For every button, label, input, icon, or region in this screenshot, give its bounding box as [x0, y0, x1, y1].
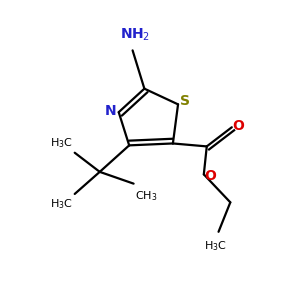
Text: CH$_3$: CH$_3$ — [135, 190, 158, 203]
Text: N: N — [105, 104, 117, 118]
Text: O: O — [204, 169, 216, 183]
Text: NH$_2$: NH$_2$ — [120, 27, 151, 43]
Text: H$_3$C: H$_3$C — [50, 197, 73, 211]
Text: O: O — [232, 119, 244, 133]
Text: S: S — [179, 94, 190, 108]
Text: H$_3$C: H$_3$C — [204, 239, 227, 253]
Text: H$_3$C: H$_3$C — [50, 136, 73, 150]
